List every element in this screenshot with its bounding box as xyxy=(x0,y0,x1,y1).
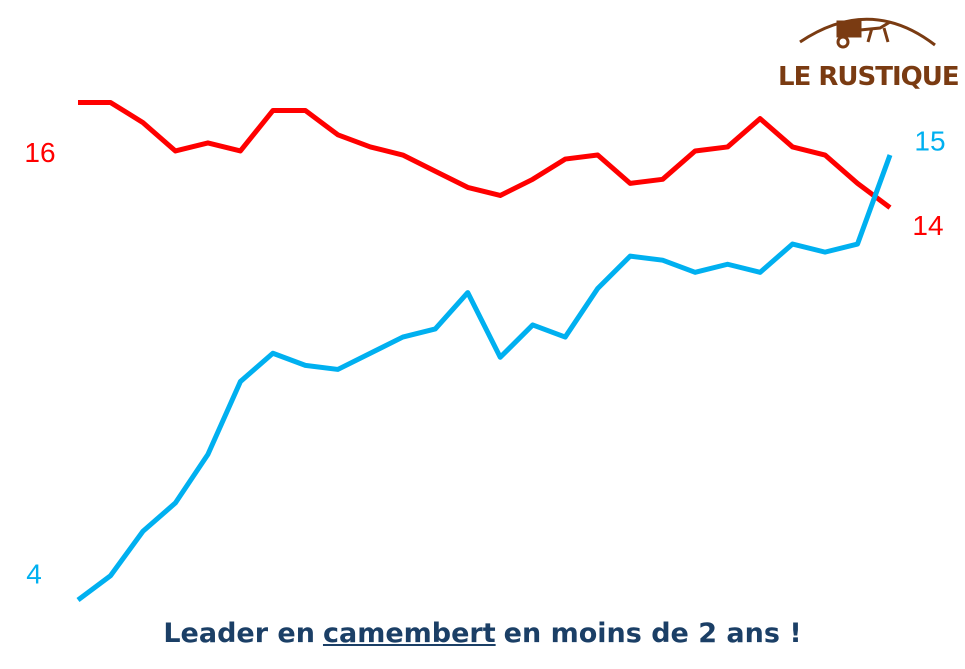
title-part: Leader en xyxy=(163,618,315,649)
value-label: 15 xyxy=(914,125,945,156)
title-part: camembert xyxy=(322,618,496,649)
series-line xyxy=(78,99,892,210)
value-label: 14 xyxy=(912,210,943,241)
logo: LE RUSTIQUE xyxy=(778,62,960,92)
value-label: 4 xyxy=(26,558,42,589)
title-part: en moins de 2 ans ! xyxy=(503,618,802,649)
series-line xyxy=(76,154,893,603)
chart-title: Leader en camembert en moins de 2 ans ! xyxy=(0,618,965,649)
value-label: 16 xyxy=(24,137,55,168)
logo-icon xyxy=(799,17,936,49)
